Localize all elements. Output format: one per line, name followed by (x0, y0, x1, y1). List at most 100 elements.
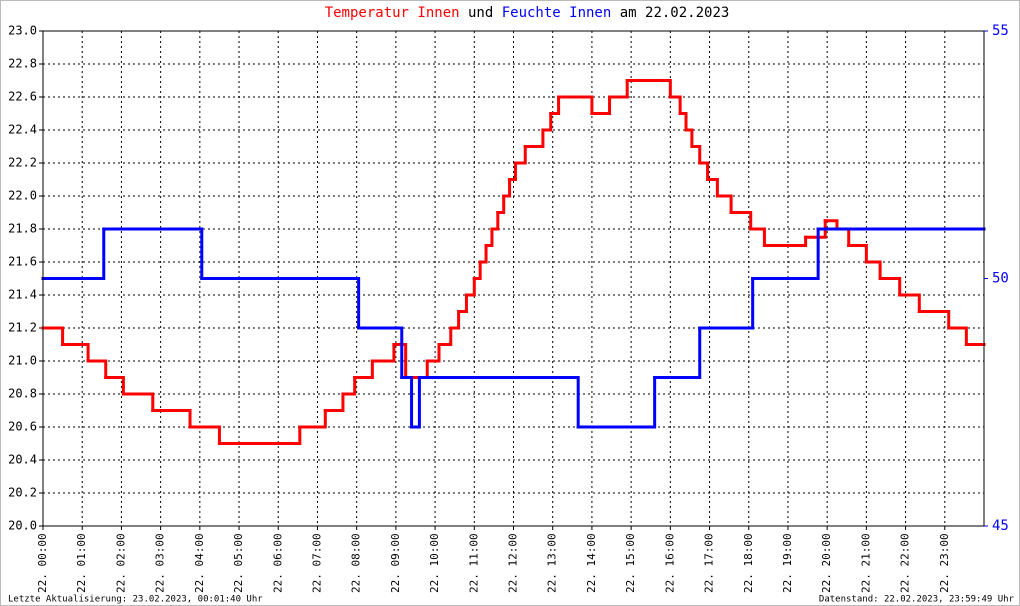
x-tick-label: 22. 18:00 (742, 533, 755, 593)
plot-border (42, 30, 985, 527)
y-tick-label: 21.8 (8, 222, 37, 236)
x-tick-label: 22. 09:00 (389, 533, 402, 593)
line-segment (490, 211, 500, 231)
series (41, 79, 986, 445)
line-segment (464, 277, 476, 297)
chart-title: Temperatur Innen und Feuchte Innen am 22… (325, 5, 730, 21)
y-tick-label: 22.4 (8, 123, 37, 137)
line-segment (417, 376, 580, 429)
line-segment (690, 145, 702, 165)
x-tick-label: 22. 23:00 (938, 533, 951, 593)
line-segment (608, 79, 629, 99)
line-segment (590, 95, 612, 115)
line-segment (472, 260, 482, 280)
x-tick-label: 22. 02:00 (114, 533, 127, 593)
y-tick-label: 20.0 (8, 519, 37, 533)
line-segment (370, 343, 396, 363)
line-segment (541, 112, 553, 132)
line-segment (298, 409, 327, 429)
line-segment (478, 244, 488, 264)
x-tick-label: 22. 21:00 (859, 533, 872, 593)
y-tick-label: 21.4 (8, 288, 37, 302)
line-segment (751, 227, 820, 280)
y-tick-label: 20.2 (8, 486, 37, 500)
line-segment (878, 277, 902, 297)
line-segment (484, 227, 494, 247)
line-segment (217, 425, 302, 445)
x-tick-label: 22. 03:00 (154, 533, 167, 593)
title-part: Feuchte Innen (502, 5, 612, 21)
line-segment (678, 112, 688, 132)
y2-tick-label: 50 (992, 271, 1009, 287)
x-tick-label: 22. 04:00 (193, 533, 206, 593)
line-segment (898, 293, 921, 313)
line-segment (864, 260, 882, 280)
x-tick-label: 22. 01:00 (75, 533, 88, 593)
x-tick-label: 22. 15:00 (624, 533, 637, 593)
line-segment (341, 376, 357, 396)
line-segment (323, 392, 345, 412)
y-tick-label: 21.0 (8, 354, 37, 368)
plot-area (43, 31, 984, 526)
line-segment (684, 128, 694, 148)
line-segment (698, 161, 710, 181)
x-tick-label: 22. 17:00 (703, 533, 716, 593)
line-segment (41, 326, 65, 346)
line-segment (41, 227, 106, 280)
line-segment (121, 392, 155, 412)
line-segment (653, 326, 702, 379)
footer-right: Datenstand: 22.02.2023, 23:59:49 Uhr (819, 595, 1015, 605)
line-segment (749, 227, 766, 247)
line-segment (410, 376, 421, 429)
footer-left: Letzte Aktualisierung: 23.02.2023, 00:01… (8, 595, 263, 605)
line-segment (706, 178, 719, 198)
line-segment (102, 227, 204, 280)
x-tick-label: 22. 00:00 (36, 533, 49, 593)
line-segment (549, 95, 561, 115)
line-segment (188, 425, 221, 445)
line-segment (823, 219, 839, 231)
line-segment (425, 343, 441, 363)
x-tick-label: 22. 05:00 (232, 533, 245, 593)
x-tick-label: 22. 20:00 (820, 533, 833, 593)
x-tick-label: 22. 12:00 (507, 533, 520, 593)
line-segment (523, 128, 545, 148)
y-tick-label: 22.6 (8, 90, 37, 104)
line-segment (625, 79, 672, 99)
title-part: Temperatur Innen (325, 5, 460, 21)
x-tick-label: 22. 07:00 (310, 533, 323, 593)
line-segment (804, 219, 827, 239)
line-segment (400, 376, 414, 429)
line-segment (557, 95, 594, 115)
y-tick-label: 20.4 (8, 453, 37, 467)
line-segment (61, 343, 90, 363)
x-tick-label: 22. 22:00 (899, 533, 912, 593)
x-tick-label: 22. 10:00 (428, 533, 441, 593)
line-segment (698, 277, 755, 330)
y-tick-label: 20.6 (8, 420, 37, 434)
line-segment (576, 376, 657, 429)
title-part: am 22.02.2023 (620, 5, 730, 21)
x-tick-label: 22. 06:00 (271, 533, 284, 593)
line-segment (502, 178, 512, 198)
y-tick-label: 22.0 (8, 189, 37, 203)
y-tick-label: 20.8 (8, 387, 37, 401)
x-tick-label: 22. 13:00 (546, 533, 559, 593)
title-part: und (468, 5, 493, 21)
line-segment (917, 310, 951, 330)
line-segment (151, 409, 192, 429)
line-segment (496, 194, 506, 214)
line-segment (200, 277, 361, 330)
line-segment (357, 326, 404, 379)
x-tick-label: 22. 11:00 (467, 533, 480, 593)
series (41, 227, 986, 429)
line-segment (104, 376, 125, 396)
line-segment (353, 359, 374, 379)
y-tick-label: 22.2 (8, 156, 37, 170)
line-segment (513, 145, 527, 165)
x-tick-label: 22. 14:00 (585, 533, 598, 593)
y-tick-label: 22.8 (8, 57, 37, 71)
y-tick-label: 21.2 (8, 321, 37, 335)
